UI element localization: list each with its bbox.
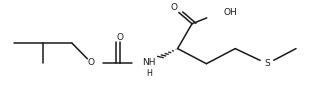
Text: O: O <box>171 2 178 12</box>
Text: S: S <box>264 59 270 68</box>
Text: O: O <box>116 33 124 42</box>
Text: NH: NH <box>142 58 156 67</box>
Text: O: O <box>88 58 95 67</box>
Text: OH: OH <box>224 8 238 17</box>
Text: H: H <box>146 69 152 78</box>
